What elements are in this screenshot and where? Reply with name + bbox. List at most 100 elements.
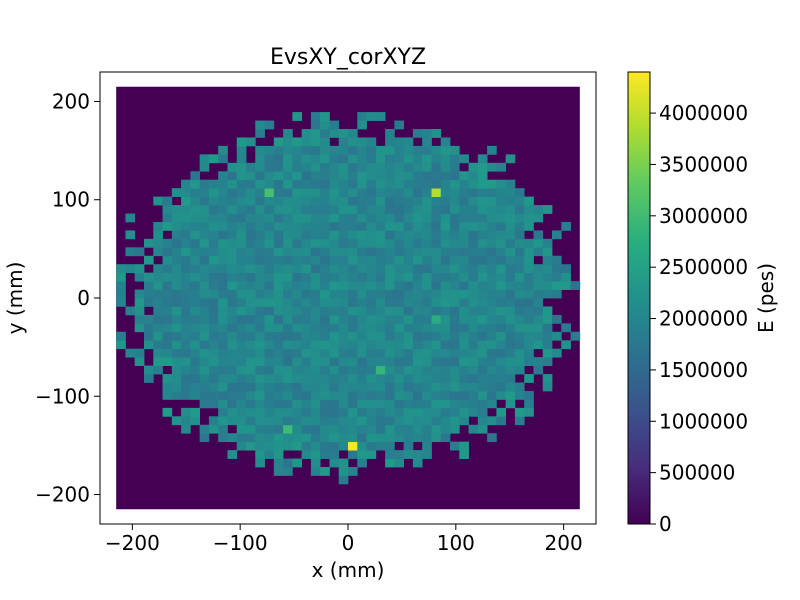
heatmap-bin <box>162 298 173 307</box>
heatmap-bin <box>533 365 544 375</box>
heatmap-bin <box>375 238 386 248</box>
heatmap-bin <box>477 230 488 240</box>
heatmap-bin <box>245 374 256 383</box>
heatmap-bin <box>218 145 228 155</box>
heatmap-bin <box>366 289 377 299</box>
heatmap-bin <box>283 365 293 375</box>
heatmap-bin <box>431 145 442 155</box>
heatmap-bin <box>477 289 488 299</box>
heatmap-bin <box>431 416 442 426</box>
heatmap-bin <box>310 407 321 417</box>
heatmap-bin <box>514 382 525 392</box>
heatmap-bin <box>348 230 358 240</box>
heatmap-bin <box>468 424 479 434</box>
heatmap-bin <box>273 458 284 468</box>
heatmap-bin <box>292 416 303 426</box>
heatmap-bin <box>199 281 210 290</box>
heatmap-bin <box>542 289 553 299</box>
heatmap-bin <box>301 450 312 459</box>
heatmap-bin <box>301 441 312 451</box>
heatmap-bin <box>329 188 340 197</box>
heatmap-bin <box>273 416 284 426</box>
heatmap-bin <box>348 213 358 223</box>
heatmap-bin <box>227 247 238 257</box>
heatmap-bin <box>422 264 432 274</box>
heatmap-bin <box>561 221 571 231</box>
heatmap-bin <box>431 205 442 214</box>
heatmap-bin <box>440 433 451 443</box>
heatmap-bin <box>450 407 460 417</box>
heatmap-bin <box>487 374 497 383</box>
heatmap-bin <box>338 399 349 409</box>
heatmap-bin <box>283 238 293 248</box>
heatmap-bin <box>477 331 488 341</box>
heatmap-bin <box>570 331 581 341</box>
heatmap-bin <box>310 306 321 316</box>
hot-bin <box>375 365 386 375</box>
heatmap-bin <box>459 179 469 189</box>
heatmap-bin <box>431 281 442 290</box>
heatmap-bin <box>385 289 395 299</box>
heatmap-bin <box>487 340 497 350</box>
heatmap-bin <box>199 357 210 367</box>
heatmap-bin <box>570 281 581 290</box>
heatmap-bin <box>153 272 163 282</box>
heatmap-bin <box>440 230 451 240</box>
heatmap-bin <box>264 331 275 341</box>
heatmap-bin <box>329 441 340 451</box>
heatmap-bin <box>366 374 377 383</box>
heatmap-bin <box>357 323 367 333</box>
heatmap-bin <box>320 323 330 333</box>
heatmap-bin <box>329 120 340 130</box>
x-tick-label: −200 <box>105 531 160 555</box>
heatmap-bin <box>310 331 321 341</box>
heatmap-bin <box>292 162 303 172</box>
heatmap-bin <box>236 340 247 350</box>
heatmap-bin <box>310 348 321 358</box>
heatmap-bin <box>245 357 256 367</box>
heatmap-bin <box>524 298 534 307</box>
heatmap-bin <box>357 306 367 316</box>
heatmap-bin <box>403 357 414 367</box>
colorbar-tick-label: 500000 <box>659 461 735 485</box>
heatmap-bin <box>375 264 386 274</box>
heatmap-bin <box>459 281 469 290</box>
heatmap-bin <box>412 289 423 299</box>
heatmap-bin <box>171 416 182 426</box>
heatmap-bin <box>440 281 451 290</box>
heatmap-bin <box>218 424 228 434</box>
heatmap-bin <box>412 374 423 383</box>
heatmap-bin <box>273 221 284 231</box>
heatmap-bin <box>459 230 469 240</box>
heatmap-bin <box>459 390 469 400</box>
heatmap-bin <box>181 272 191 282</box>
heatmap-bin <box>496 213 507 223</box>
heatmap-bin <box>412 390 423 400</box>
heatmap-bin <box>394 196 405 206</box>
heatmap-bin <box>218 374 228 383</box>
heatmap-bin <box>403 281 414 290</box>
heatmap-bin <box>403 264 414 274</box>
heatmap-bin <box>375 171 386 181</box>
heatmap-bin <box>153 331 163 341</box>
heatmap-bin <box>320 171 330 181</box>
heatmap-bin <box>450 179 460 189</box>
heatmap-bin <box>273 196 284 206</box>
heatmap-bin <box>236 289 247 299</box>
heatmap-bin <box>292 289 303 299</box>
heatmap-bin <box>273 382 284 392</box>
heatmap-bin <box>375 340 386 350</box>
heatmap-bin <box>477 298 488 307</box>
heatmap-bin <box>505 221 516 231</box>
heatmap-bin <box>134 314 145 324</box>
heatmap-bin <box>524 255 534 265</box>
heatmap-bin <box>385 264 395 274</box>
heatmap-bin <box>505 323 516 333</box>
heatmap-bin <box>273 154 284 164</box>
heatmap-bin <box>199 188 210 197</box>
heatmap-bin <box>477 238 488 248</box>
heatmap-bin <box>301 323 312 333</box>
heatmap-bin <box>171 306 182 316</box>
heatmap-bin <box>153 323 163 333</box>
heatmap-bin <box>394 407 405 417</box>
